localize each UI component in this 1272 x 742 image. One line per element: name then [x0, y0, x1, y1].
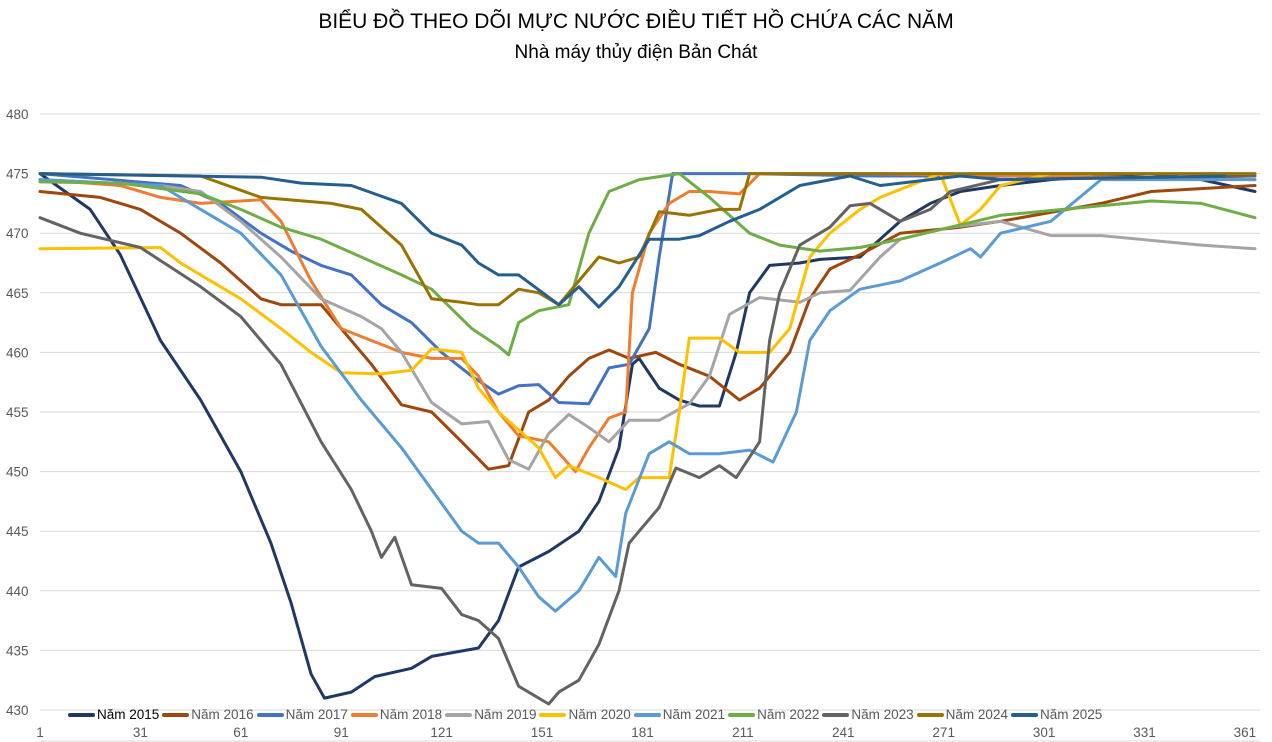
chart-subtitle: Nhà máy thủy điện Bản Chát [514, 42, 758, 63]
legend-swatch [916, 712, 944, 717]
legend-item: Năm 2021 [633, 707, 726, 722]
series-line-năm-2021 [38, 178, 1257, 613]
x-tick-label: 271 [932, 725, 955, 740]
x-tick-label: 241 [832, 725, 855, 740]
series-line-năm-2025 [38, 172, 1227, 309]
legend-label: Năm 2023 [851, 707, 914, 722]
legend-item: Năm 2018 [350, 707, 443, 722]
legend-label: Năm 2019 [474, 707, 537, 722]
legend-swatch [256, 712, 284, 717]
x-tick-label: 361 [1234, 725, 1257, 740]
legend-label: Năm 2015 [97, 707, 160, 722]
y-tick-label: 480 [6, 107, 29, 122]
legend-item: Năm 2019 [445, 707, 536, 722]
legend-swatch [633, 712, 661, 717]
series-line-năm-2023 [38, 174, 1257, 706]
legend-swatch [162, 712, 190, 717]
series-line-năm-2018 [38, 172, 1257, 474]
series-line-năm-2022 [38, 172, 1257, 357]
legend-label: Năm 2024 [945, 707, 1008, 722]
legend-item: Năm 2025 [1010, 707, 1103, 722]
legend-item: Năm 2023 [822, 707, 914, 722]
legend-item: Năm 2017 [256, 707, 348, 722]
x-tick-label: 1 [36, 725, 44, 740]
y-tick-label: 445 [6, 524, 29, 539]
legend-label: Năm 2017 [285, 707, 348, 722]
legend-item: Năm 2022 [728, 707, 819, 722]
y-tick-label: 460 [6, 345, 29, 360]
legend-swatch [822, 712, 850, 717]
x-tick-label: 121 [430, 725, 453, 740]
y-tick-label: 435 [6, 643, 29, 658]
y-tick-label: 475 [6, 167, 29, 182]
y-tick-label: 455 [6, 405, 29, 420]
x-tick-label: 91 [334, 725, 349, 740]
legend-swatch [445, 712, 473, 717]
x-tick-label: 211 [732, 725, 754, 740]
legend-item: Năm 2016 [162, 707, 254, 722]
legend-label: Năm 2020 [568, 707, 631, 722]
y-tick-label: 430 [6, 703, 29, 718]
chart-title: BIỂU ĐỒ THEO DÕI MỰC NƯỚC ĐIỀU TIẾT HỒ C… [318, 10, 954, 33]
legend-label: Năm 2021 [662, 707, 726, 722]
legend-item: Năm 2020 [539, 707, 631, 722]
legend-swatch [728, 712, 756, 717]
y-tick-label: 465 [6, 286, 29, 301]
x-tick-label: 301 [1033, 725, 1056, 740]
y-tick-label: 450 [6, 465, 29, 480]
legend-label: Năm 2022 [757, 707, 820, 722]
legend-label: Năm 2025 [1039, 707, 1103, 722]
x-tick-label: 31 [133, 725, 148, 740]
series-line-năm-2015 [38, 172, 1257, 700]
legend-item: Năm 2024 [916, 707, 1008, 722]
legend-label: Năm 2016 [191, 707, 254, 722]
legend: Năm 2015 Năm 2016 Năm 2017 Năm 2018 Năm 2019… [68, 707, 1102, 722]
series-line-năm-2020 [38, 172, 1257, 491]
legend-item: Năm 2015 [68, 707, 159, 722]
series-line-năm-2016 [38, 184, 1257, 471]
x-tick-label: 151 [531, 725, 554, 740]
y-tick-label: 470 [6, 226, 29, 241]
legend-swatch [539, 712, 567, 717]
y-tick-label: 440 [6, 584, 29, 599]
legend-swatch [68, 712, 95, 717]
legend-swatch [1010, 712, 1038, 717]
x-tick-label: 61 [233, 725, 248, 740]
legend-swatch [350, 712, 378, 717]
legend-label: Năm 2018 [379, 707, 443, 722]
x-tick-label: 181 [631, 725, 654, 740]
x-tick-label: 331 [1133, 725, 1156, 740]
